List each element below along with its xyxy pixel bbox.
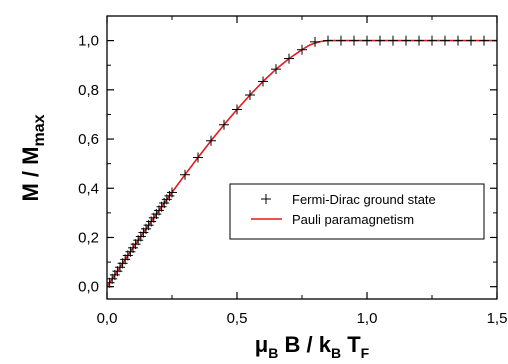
- data-point-fermi: [284, 53, 294, 64]
- y-tick-label: 0,2: [78, 229, 99, 246]
- data-point-fermi: [336, 35, 346, 46]
- data-point-fermi: [117, 258, 128, 269]
- data-point-fermi: [130, 239, 141, 250]
- series-pauli-line: [107, 39, 497, 288]
- x-axis-title-mu: μ: [255, 332, 268, 357]
- data-point-fermi: [453, 35, 463, 46]
- data-point-fermi: [492, 35, 497, 46]
- y-tick-label: 0,4: [78, 180, 99, 197]
- y-tick-label: 0,8: [78, 82, 99, 99]
- data-point-fermi: [115, 262, 125, 273]
- x-axis-title: μB B / kB TF: [255, 332, 370, 361]
- x-axis-title-sub-b2: B: [331, 345, 341, 361]
- data-point-fermi: [120, 254, 131, 265]
- legend-label-fermi: Fermi-Dirac ground state: [292, 192, 436, 207]
- data-point-fermi: [479, 35, 489, 46]
- data-point-fermi: [349, 35, 359, 46]
- x-tick-label: 1,5: [487, 310, 508, 327]
- data-point-fermi: [323, 35, 333, 46]
- y-tick-label: 0,0: [78, 279, 99, 296]
- data-point-fermi: [297, 44, 307, 55]
- data-point-fermi: [258, 76, 268, 87]
- data-point-fermi: [232, 104, 242, 115]
- data-point-fermi: [427, 35, 437, 46]
- data-point-fermi: [107, 273, 118, 284]
- y-axis-title: M / Mmax: [18, 114, 48, 201]
- data-point-fermi: [414, 35, 424, 46]
- y-tick-label: 1,0: [78, 33, 99, 50]
- data-point-fermi: [112, 266, 123, 277]
- x-axis-title-mid: B / k: [278, 332, 331, 357]
- x-axis-title-t: T: [341, 332, 361, 357]
- y-axis-title-sub: max: [31, 114, 48, 146]
- data-point-fermi: [362, 35, 372, 46]
- x-tick-label: 0,0: [97, 310, 118, 327]
- x-axis-title-sub-f: F: [361, 345, 370, 361]
- data-point-fermi: [375, 35, 385, 46]
- plot-frame: [106, 15, 498, 300]
- data-point-fermi: [206, 135, 216, 146]
- axis-tick-labels: 0,0 0,5 1,0 1,5 0,0 0,2 0,4 0,6 0,8 1,0: [78, 33, 507, 327]
- data-point-fermi: [310, 36, 320, 47]
- legend: Fermi-Dirac ground state Pauli paramagne…: [229, 183, 485, 240]
- data-point-fermi: [219, 119, 229, 130]
- data-point-fermi: [440, 35, 450, 46]
- data-point-fermi: [167, 187, 177, 198]
- y-tick-label: 0,6: [78, 131, 99, 148]
- y-axis-title-main: M / M: [18, 147, 43, 202]
- data-point-fermi: [135, 231, 146, 242]
- data-point-fermi: [180, 169, 190, 180]
- data-point-fermi: [245, 89, 255, 100]
- data-point-fermi: [107, 281, 112, 292]
- x-tick-label: 1,0: [357, 310, 378, 327]
- data-point-fermi: [466, 35, 476, 46]
- data-point-fermi: [107, 277, 115, 288]
- data-point-fermi: [388, 35, 398, 46]
- series-layer: [107, 35, 497, 292]
- data-point-fermi: [271, 64, 281, 75]
- data-point-fermi: [193, 152, 203, 163]
- x-tick-label: 0,5: [227, 310, 248, 327]
- data-point-fermi: [401, 35, 411, 46]
- x-axis-title-sub-b: B: [268, 345, 278, 361]
- data-point-fermi: [125, 246, 136, 257]
- legend-box: [229, 183, 485, 240]
- legend-label-pauli: Pauli paramagnetism: [292, 212, 414, 227]
- axis-ticks: [106, 16, 498, 299]
